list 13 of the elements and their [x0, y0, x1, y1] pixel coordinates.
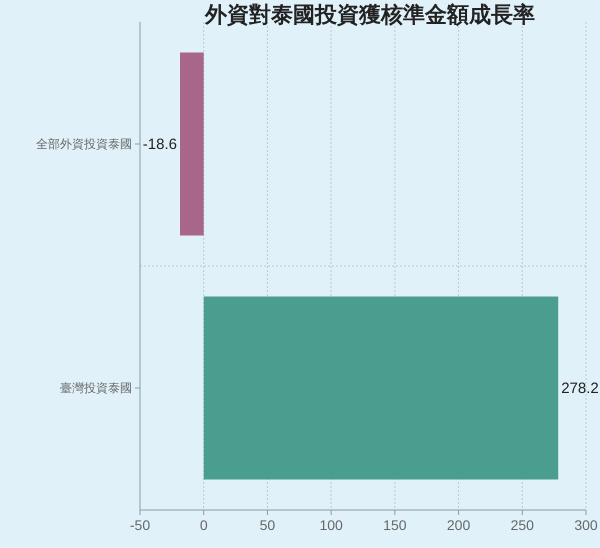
y-tick-label: 全部外資投資泰國: [36, 137, 132, 151]
data-label: 278.2: [561, 380, 599, 397]
x-tick-label: 0: [200, 517, 208, 533]
x-tick-label: 300: [574, 517, 598, 533]
x-tick-label: 150: [383, 517, 407, 533]
x-tick-label: 100: [319, 517, 344, 533]
x-tick-label: 50: [260, 517, 276, 533]
x-tick-label: -50: [130, 517, 150, 533]
y-tick-label: 臺灣投資泰國: [60, 381, 132, 395]
chart-title: 外資對泰國投資獲核準金額成長率: [204, 2, 535, 27]
x-tick-label: 200: [446, 517, 470, 533]
x-tick-label: 250: [510, 517, 534, 533]
data-label: -18.6: [142, 136, 178, 153]
